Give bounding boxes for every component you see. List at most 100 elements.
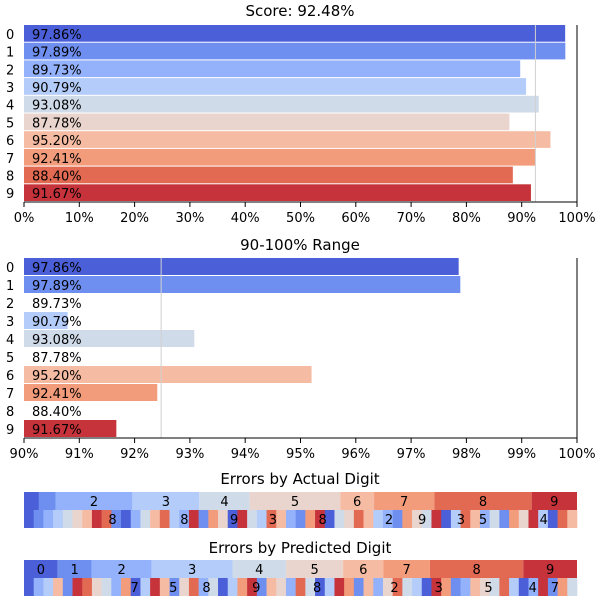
stripe-4-13 (150, 578, 161, 596)
segment-4-6 (343, 560, 384, 578)
x-tick-label-2-4: 94% (231, 447, 260, 462)
x-tick-label-1-2: 20% (120, 211, 149, 226)
segment-3-7 (374, 492, 435, 510)
stripe-4-36 (373, 578, 384, 596)
segment-label-3-3: 3 (162, 495, 170, 510)
segment-label-4-2: 2 (117, 563, 125, 578)
stripe-3-11 (130, 510, 141, 528)
segment-label-4-1: 1 (70, 563, 78, 578)
x-tick-label-1-5: 50% (286, 211, 315, 226)
stripe-3-56 (567, 510, 578, 528)
x-tick-label-2-0: 90% (10, 447, 39, 462)
sub-label-4-8: 4 (529, 581, 537, 596)
segment-label-3-8: 8 (479, 495, 487, 510)
bar-2-0 (24, 258, 459, 275)
bar-1-6 (24, 131, 551, 148)
stripe-4-37 (382, 578, 393, 596)
segment-label-3-2: 2 (90, 495, 98, 510)
bar-1-1 (24, 42, 566, 60)
sub-label-3-8: 5 (479, 513, 487, 528)
category-label-2-3: 3 (6, 315, 14, 330)
sub-label-3-6: 9 (418, 513, 426, 528)
value-label-1-9: 91.67% (32, 187, 82, 202)
sub-label-4-5: 2 (390, 581, 398, 596)
stripe-3-23 (247, 510, 258, 528)
stripe-4-28 (295, 578, 306, 596)
segment-label-3-6: 6 (353, 495, 361, 510)
segment-label-4-3: 3 (188, 563, 196, 578)
chart1-title: Score: 92.48% (245, 2, 354, 20)
segment-3-2 (55, 492, 133, 510)
stripe-3-44 (450, 510, 461, 528)
x-tick-label-2-6: 96% (341, 447, 370, 462)
stripe-3-4 (62, 510, 73, 528)
stripe-4-0 (24, 578, 35, 596)
category-label-1-8: 8 (6, 169, 14, 184)
stripe-3-30 (315, 510, 326, 528)
stripe-4-11 (130, 578, 141, 596)
value-label-1-0: 97.86% (32, 28, 82, 43)
value-label-2-3: 90.79% (32, 315, 82, 330)
value-label-1-7: 92.41% (32, 152, 82, 167)
stripe-3-15 (169, 510, 180, 528)
segment-3-9 (531, 492, 577, 510)
stripe-4-20 (218, 578, 229, 596)
stripe-4-50 (509, 578, 520, 596)
value-label-1-4: 93.08% (32, 99, 82, 114)
bar-2-9 (24, 420, 117, 437)
x-tick-label-2-8: 98% (452, 447, 481, 462)
stripe-3-42 (431, 510, 442, 528)
x-tick-label-2-9: 99% (507, 447, 536, 462)
stripe-3-28 (295, 510, 306, 528)
value-label-2-1: 97.89% (32, 279, 82, 294)
sub-label-4-1: 5 (169, 581, 177, 596)
stripe-3-14 (159, 510, 170, 528)
x-tick-label-1-7: 70% (397, 211, 426, 226)
stripe-4-21 (227, 578, 238, 596)
x-tick-label-1-4: 40% (231, 211, 260, 226)
stripe-3-36 (373, 510, 384, 528)
value-label-2-0: 97.86% (32, 261, 82, 276)
value-label-1-8: 88.40% (32, 169, 82, 184)
segment-label-4-0: 0 (37, 563, 45, 578)
bar-2-6 (24, 366, 312, 383)
stripe-3-18 (198, 510, 209, 528)
stripe-4-15 (169, 578, 180, 596)
stripe-4-35 (363, 578, 374, 596)
category-label-1-2: 2 (6, 63, 14, 78)
segment-label-4-9: 9 (546, 563, 554, 578)
stripe-3-47 (479, 510, 490, 528)
value-label-2-5: 87.78% (32, 351, 82, 366)
sub-label-4-3: 9 (252, 581, 260, 596)
sub-label-3-5: 2 (385, 513, 393, 528)
stripe-3-24 (256, 510, 267, 528)
stripe-4-45 (460, 578, 471, 596)
stripe-3-32 (334, 510, 345, 528)
stripe-4-18 (198, 578, 209, 596)
category-label-1-0: 0 (6, 28, 14, 43)
value-label-1-6: 95.20% (32, 134, 82, 149)
x-tick-label-2-3: 93% (175, 447, 204, 462)
category-label-1-1: 1 (6, 46, 14, 61)
stripe-4-12 (140, 578, 151, 596)
stripe-4-49 (499, 578, 510, 596)
stripe-3-2 (43, 510, 54, 528)
value-label-1-3: 90.79% (32, 81, 82, 96)
segment-label-4-7: 7 (403, 563, 411, 578)
stripe-3-7 (91, 510, 102, 528)
sub-label-3-1: 8 (180, 513, 188, 528)
category-label-2-4: 4 (6, 333, 14, 348)
stripe-3-9 (111, 510, 122, 528)
stripe-3-33 (344, 510, 355, 528)
stripe-4-53 (538, 578, 549, 596)
bar-1-8 (24, 166, 513, 184)
stripe-3-22 (237, 510, 248, 528)
stripe-4-24 (256, 578, 267, 596)
segment-label-4-5: 5 (310, 563, 318, 578)
x-tick-label-1-1: 10% (65, 211, 94, 226)
x-tick-label-2-7: 97% (397, 447, 426, 462)
stripe-4-34 (353, 578, 364, 596)
category-label-1-5: 5 (6, 116, 14, 131)
stripe-4-46 (470, 578, 481, 596)
category-label-1-4: 4 (6, 99, 14, 114)
